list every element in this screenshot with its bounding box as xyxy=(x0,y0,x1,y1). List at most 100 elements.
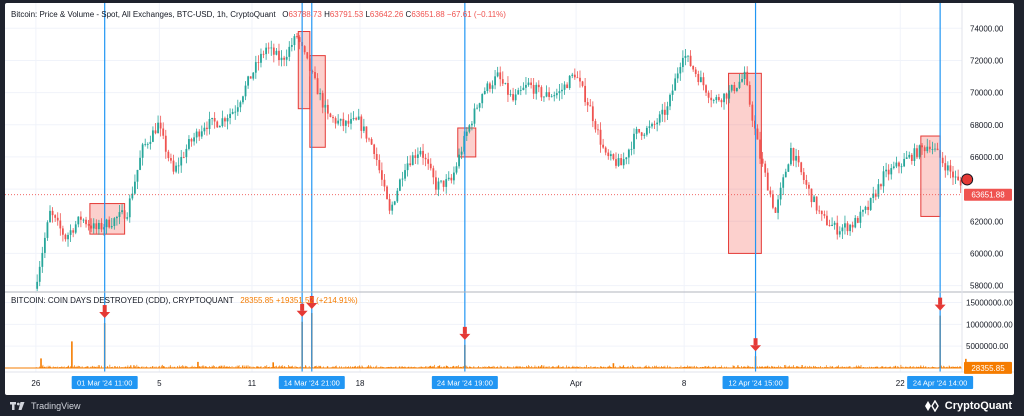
candle-body xyxy=(643,134,646,136)
candle-body xyxy=(895,162,898,167)
cryptoquant-brand[interactable]: CryptoQuant xyxy=(924,398,1012,413)
chart-panel[interactable]: 63651.88 28355.85 58000.00 60000.00 62000.00… xyxy=(5,3,1014,395)
candle-body xyxy=(898,162,900,167)
candle-body xyxy=(393,201,396,205)
candle-body xyxy=(638,128,641,133)
price-tick-label: 74000.00 xyxy=(970,24,1004,33)
candle-body xyxy=(890,168,893,175)
candle-body xyxy=(406,163,409,171)
price-tick-label: 66000.00 xyxy=(970,153,1004,162)
down-arrow-icon xyxy=(306,303,318,309)
candle-body xyxy=(206,127,208,130)
candle-body xyxy=(254,62,257,73)
price-legend: Bitcoin: Price & Volume - Spot, All Exch… xyxy=(11,10,506,19)
candle-body xyxy=(77,216,80,225)
candle-body xyxy=(278,50,280,61)
candle-body xyxy=(658,114,661,123)
candle-body xyxy=(72,230,75,233)
change-value: −67.61 (−0.11%) xyxy=(446,10,506,19)
cdd-last-tag xyxy=(964,361,1012,374)
candle-body xyxy=(833,222,836,225)
candle-body xyxy=(195,131,198,138)
candle-body xyxy=(167,151,170,159)
candle-body xyxy=(491,85,494,89)
candle-body xyxy=(707,92,710,98)
candle-body xyxy=(522,87,525,90)
candle-body xyxy=(95,223,98,230)
candle-body xyxy=(499,72,502,80)
candle-body xyxy=(208,119,211,130)
candle-body xyxy=(782,177,785,188)
candle-body xyxy=(131,193,134,199)
candle-body xyxy=(108,219,111,228)
candle-body xyxy=(702,77,705,86)
grid-lines xyxy=(5,3,962,372)
candle-body xyxy=(118,212,121,217)
candle-body xyxy=(211,117,213,120)
open-value: 63788.73 xyxy=(288,10,322,19)
candle-body xyxy=(766,172,769,191)
candle-body xyxy=(612,154,615,160)
candle-body xyxy=(905,157,908,159)
candle-body xyxy=(661,109,664,115)
tradingview-brand[interactable]: TradingView xyxy=(10,399,81,413)
candle-body xyxy=(180,157,183,166)
candle-body xyxy=(352,118,355,120)
candle-body xyxy=(177,165,180,167)
candle-body xyxy=(594,121,597,130)
candle-body xyxy=(756,128,759,140)
candle-body xyxy=(296,36,298,38)
candle-body xyxy=(823,214,826,216)
candle-body xyxy=(458,154,460,167)
candle-body xyxy=(249,76,252,79)
candle-body xyxy=(918,145,921,158)
candle-body xyxy=(669,94,671,107)
time-highlight-tag: 24 Apr '24 14:00 xyxy=(907,376,974,389)
highlight-boxes xyxy=(89,31,941,254)
candle-body xyxy=(530,82,532,85)
candle-body xyxy=(599,129,602,145)
candle-body xyxy=(306,52,309,59)
candle-body xyxy=(604,147,607,153)
down-arrow-icon xyxy=(309,296,314,303)
chart-svg[interactable]: 63651.88 28355.85 58000.00 60000.00 62000.00… xyxy=(5,3,1014,395)
candle-body xyxy=(509,94,512,95)
cdd-tick-label: 5000000.00 xyxy=(966,342,1009,351)
price-tick-label: 68000.00 xyxy=(970,121,1004,130)
candle-body xyxy=(476,107,478,109)
candle-body xyxy=(558,91,561,94)
open-label: O xyxy=(282,10,289,19)
candle-body xyxy=(116,216,118,219)
candle-body xyxy=(913,148,916,161)
candle-body xyxy=(656,122,659,125)
candle-body xyxy=(903,158,906,167)
candle-body xyxy=(126,217,129,219)
down-arrow-icon xyxy=(102,305,107,313)
candle-body xyxy=(188,139,190,149)
candle-body xyxy=(954,176,957,178)
candle-body xyxy=(321,93,324,108)
cdd-tick-label: 15000000.00 xyxy=(966,299,1013,308)
tradingview-label: TradingView xyxy=(31,401,81,411)
tradingview-logo-icon xyxy=(10,402,25,410)
candle-body xyxy=(231,111,234,114)
candle-body xyxy=(946,165,949,171)
candle-body xyxy=(934,148,936,150)
candle-body xyxy=(365,126,368,139)
candle-body xyxy=(512,94,514,101)
candle-body xyxy=(380,170,383,180)
candle-body xyxy=(391,204,394,211)
candle-body xyxy=(620,158,623,166)
candle-body xyxy=(326,104,329,114)
candle-body xyxy=(571,74,574,76)
candle-body xyxy=(692,66,695,70)
candle-body xyxy=(247,76,250,86)
candle-body xyxy=(836,222,839,235)
candle-body xyxy=(710,97,713,101)
candle-body xyxy=(398,179,401,191)
candle-body xyxy=(787,164,790,172)
down-arrow-icon xyxy=(934,304,946,311)
candle-body xyxy=(283,57,286,60)
price-legend-title: Bitcoin: Price & Volume - Spot, All Exch… xyxy=(11,10,276,19)
candle-body xyxy=(90,225,93,229)
